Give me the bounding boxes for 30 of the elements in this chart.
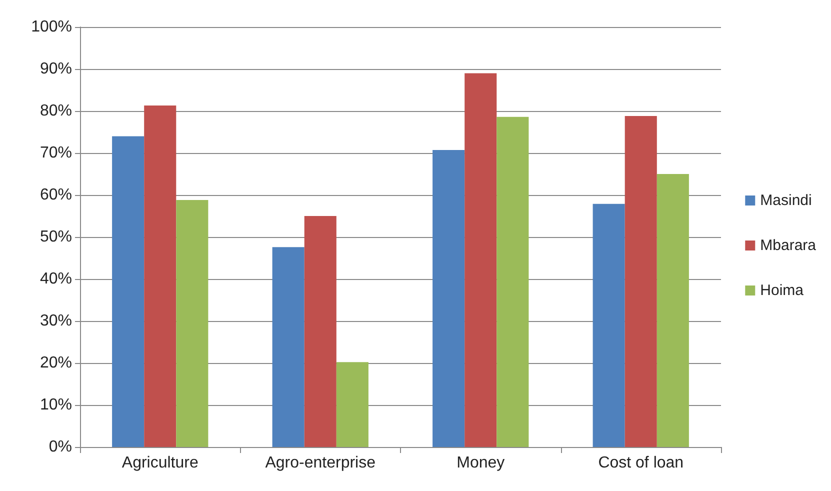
y-tick-label: 100% — [31, 18, 72, 36]
bar — [144, 106, 176, 447]
bar — [624, 116, 657, 447]
bar — [496, 116, 529, 447]
legend-label: Hoima — [760, 282, 804, 299]
bar — [464, 73, 497, 447]
y-tick-label: 30% — [40, 312, 72, 330]
x-tick-label: Agriculture — [122, 454, 198, 472]
y-tick-label: 50% — [40, 228, 72, 246]
bar — [656, 174, 689, 447]
bar — [304, 216, 336, 447]
y-tick-label: 0% — [48, 438, 72, 456]
y-tick-label: 80% — [40, 102, 72, 120]
bar — [336, 362, 368, 447]
bar — [272, 247, 304, 447]
bar — [112, 136, 144, 447]
bar — [592, 204, 625, 447]
y-tick-label: 60% — [40, 186, 72, 204]
x-tick-label: Money — [456, 454, 505, 472]
x-tick-label: Cost of loan — [598, 454, 684, 472]
bar — [176, 200, 208, 447]
y-tick-label: 70% — [40, 144, 72, 162]
y-tick-label: 20% — [40, 354, 72, 372]
legend-label: Mbarara — [760, 237, 817, 254]
y-tick-label: 90% — [40, 60, 72, 78]
x-tick-label: Agro-enterprise — [265, 454, 376, 472]
y-tick-label: 10% — [40, 396, 72, 414]
bar — [432, 150, 465, 447]
legend-label: Masindi — [760, 192, 812, 209]
y-tick-label: 40% — [40, 270, 72, 288]
